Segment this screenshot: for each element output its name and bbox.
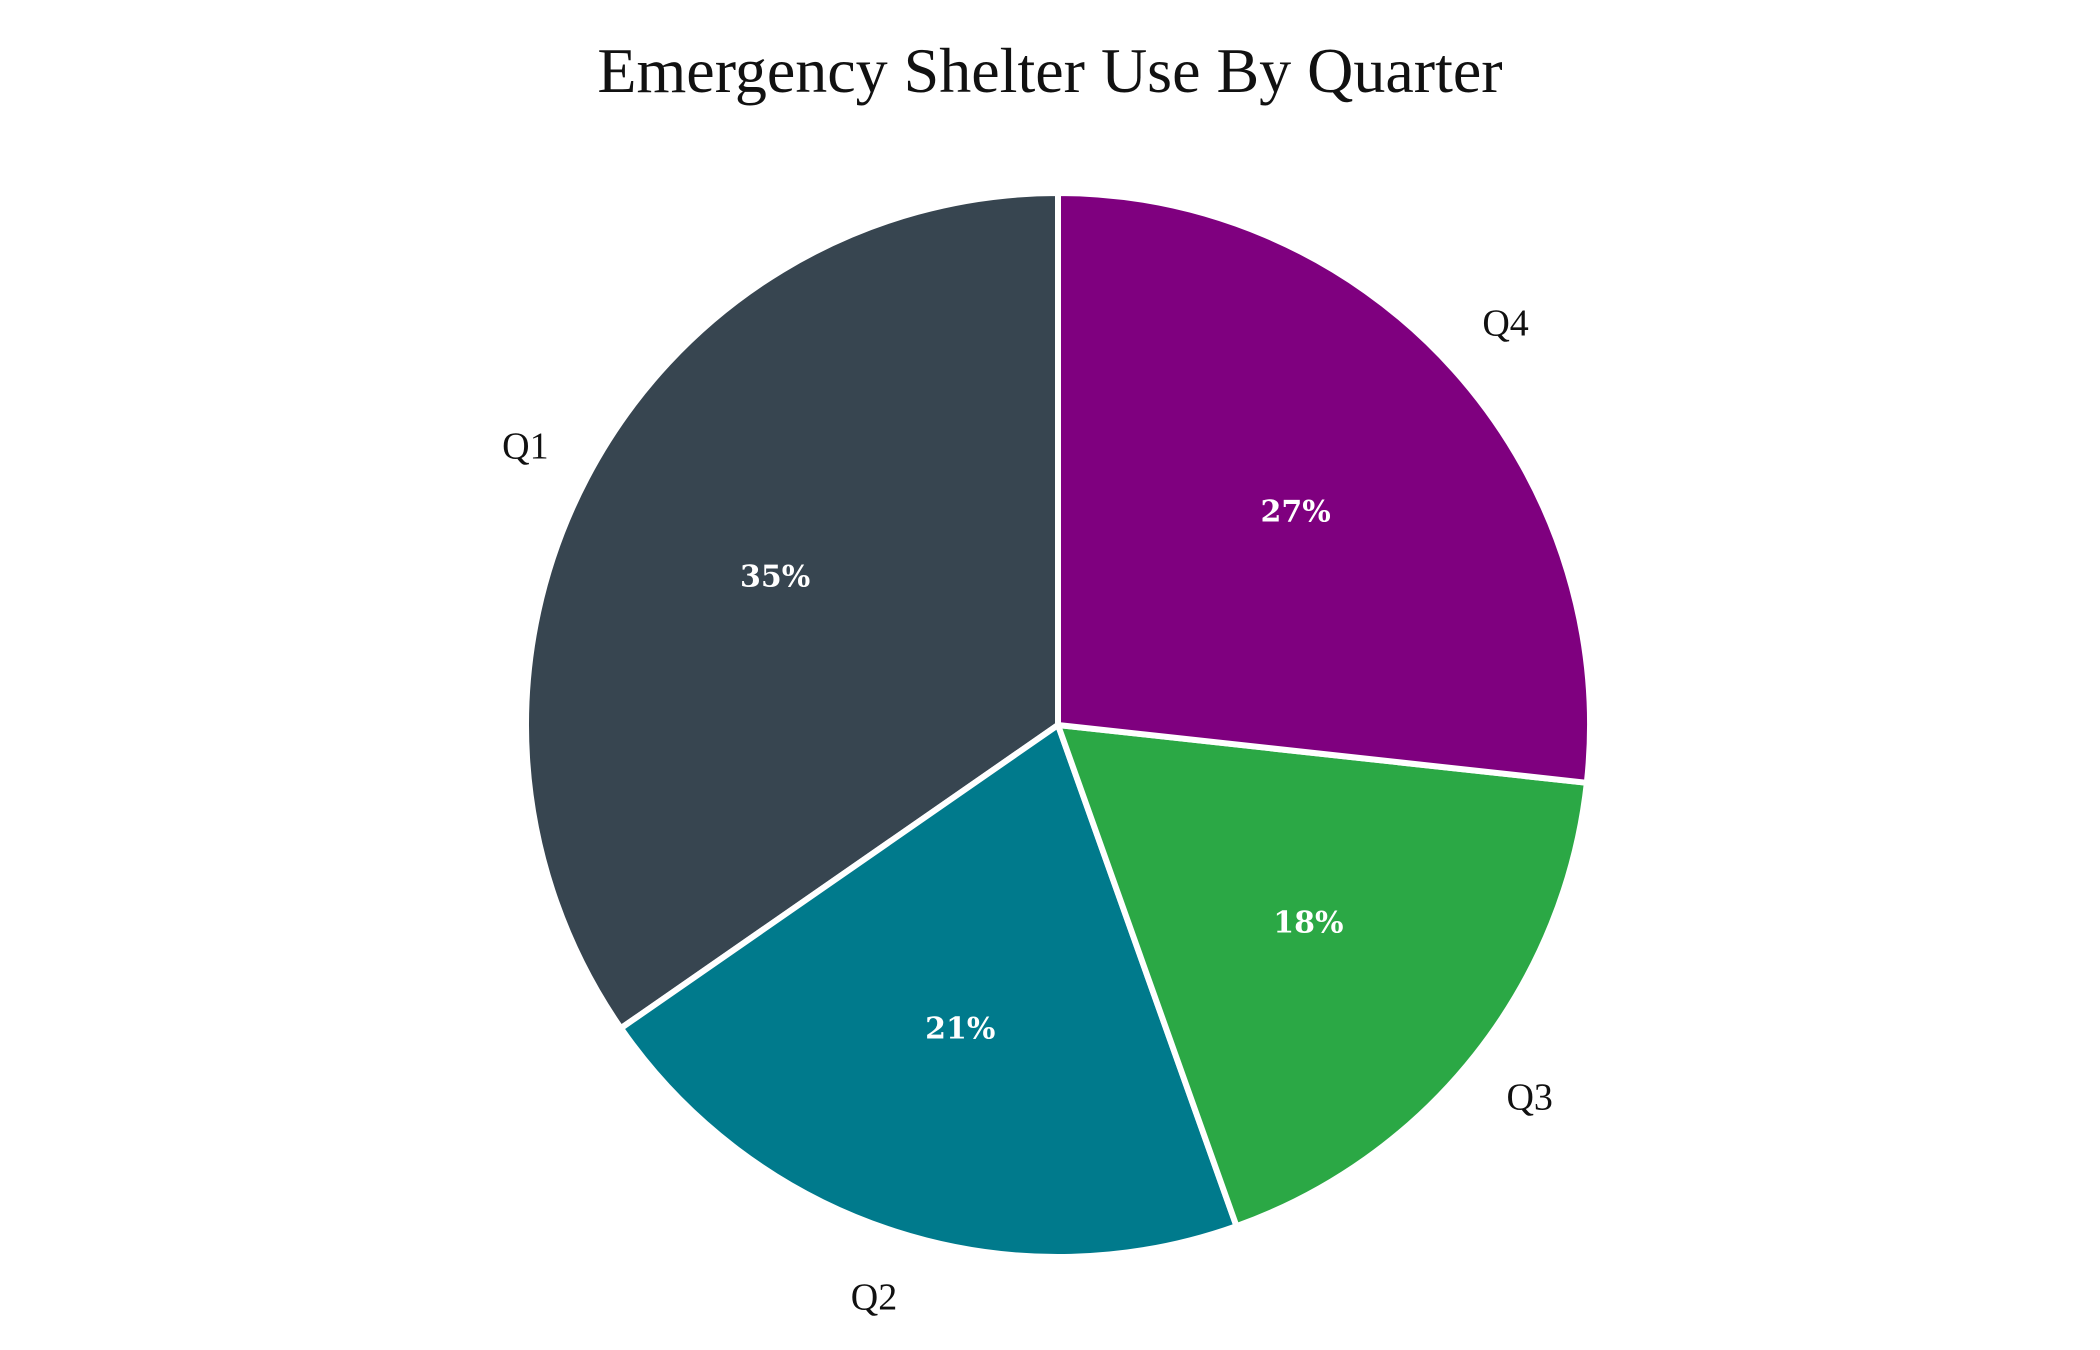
category-label-q1: Q1 [502,425,548,467]
pie-slice-q2 [617,722,1240,1260]
category-labels: Q1 Q2 Q3 Q4 [502,303,1553,1319]
category-label-q4: Q4 [1482,303,1528,345]
pie-slice-q1 [522,190,1061,1032]
value-label-q3: 18% [1273,905,1343,940]
value-label-q1: 35% [740,559,810,594]
category-label-q3: Q3 [1506,1077,1552,1119]
value-label-q2: 21% [925,1011,995,1046]
pie-slices [522,190,1593,1260]
category-label-q2: Q2 [851,1276,897,1318]
pie-slice-q3 [1055,722,1590,1230]
value-label-q4: 27% [1261,494,1331,529]
pie-slice-q4 [1055,190,1593,786]
chart-title: Emergency Shelter Use By Quarter [597,35,1503,106]
value-labels: 35% 21% 18% 27% [740,494,1344,1046]
